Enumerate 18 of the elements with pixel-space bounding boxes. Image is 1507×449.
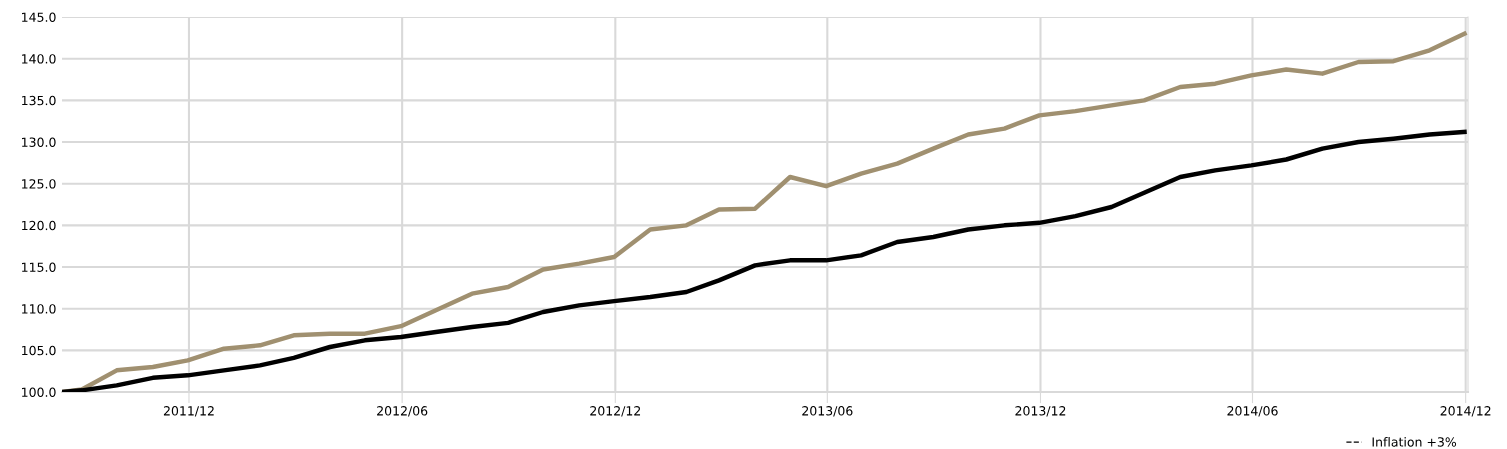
x-tick-label: 2014/06	[1227, 406, 1278, 417]
y-tick-label: 110.0	[22, 304, 56, 314]
y-tick-label: 120.0	[22, 220, 56, 231]
y-tick-label: 125.0	[22, 179, 56, 189]
y-tick-label: 100.0	[22, 387, 56, 397]
x-tick-label: 2012/06	[377, 406, 428, 417]
x-tick-label: 2013/06	[802, 406, 853, 417]
y-tick-label: 135.0	[22, 95, 56, 106]
legend-label: Inflation +3%	[1372, 437, 1457, 447]
y-tick-label: 105.0	[22, 345, 56, 356]
y-tick-label: 145.0	[22, 12, 56, 22]
y-tick-label: 115.0	[22, 262, 56, 272]
y-tick-label: 140.0	[22, 54, 56, 64]
x-tick-label: 2013/12	[1015, 406, 1066, 417]
x-tick-label: 2014/12	[1440, 406, 1491, 417]
x-tick-label: 2012/12	[590, 406, 641, 417]
x-tick-label: 2011/12	[163, 406, 214, 417]
y-tick-label: 130.0	[22, 137, 56, 147]
